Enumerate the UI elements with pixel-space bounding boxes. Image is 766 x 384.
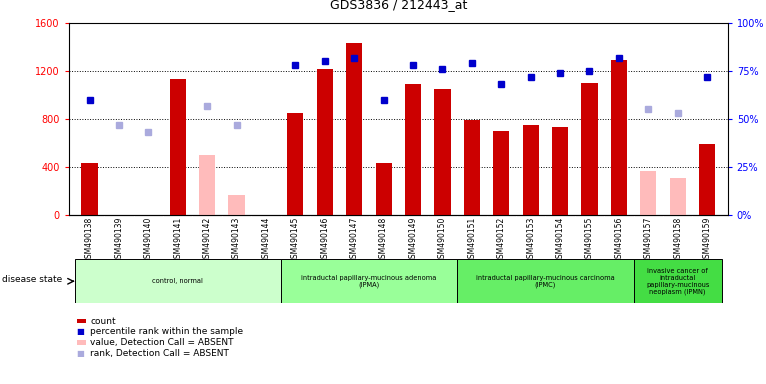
Text: count: count	[90, 316, 116, 326]
Text: intraductal papillary-mucinous carcinoma
(IPMC): intraductal papillary-mucinous carcinoma…	[476, 275, 615, 288]
Text: GSM490150: GSM490150	[438, 216, 447, 263]
Text: intraductal papillary-mucinous adenoma
(IPMA): intraductal papillary-mucinous adenoma (…	[301, 275, 437, 288]
Bar	[405, 84, 421, 215]
Bar	[346, 43, 362, 215]
Text: GSM490154: GSM490154	[555, 216, 565, 263]
Text: GSM490141: GSM490141	[173, 216, 182, 263]
Text: GSM490138: GSM490138	[85, 216, 94, 263]
Bar	[522, 125, 538, 215]
Text: GDS3836 / 212443_at: GDS3836 / 212443_at	[329, 0, 467, 12]
Bar	[581, 83, 597, 215]
Text: GSM490157: GSM490157	[643, 216, 653, 263]
Text: ■: ■	[77, 349, 84, 358]
Text: GSM490140: GSM490140	[144, 216, 153, 263]
Text: invasive cancer of
intraductal
papillary-mucinous
neoplasm (IPMN): invasive cancer of intraductal papillary…	[646, 268, 709, 295]
Text: GSM490149: GSM490149	[408, 216, 417, 263]
Text: GSM490156: GSM490156	[614, 216, 624, 263]
Text: rank, Detection Call = ABSENT: rank, Detection Call = ABSENT	[90, 349, 229, 358]
Bar	[199, 155, 215, 215]
Text: GSM490155: GSM490155	[585, 216, 594, 263]
Text: GSM490151: GSM490151	[467, 216, 476, 263]
Bar	[228, 195, 244, 215]
Bar	[81, 164, 97, 215]
Text: percentile rank within the sample: percentile rank within the sample	[90, 327, 244, 336]
Bar	[633, 259, 722, 303]
Text: GSM490148: GSM490148	[379, 216, 388, 263]
Bar	[457, 259, 633, 303]
Bar	[463, 120, 480, 215]
Text: GSM490159: GSM490159	[702, 216, 712, 263]
Text: disease state: disease state	[2, 275, 63, 283]
Text: value, Detection Call = ABSENT: value, Detection Call = ABSENT	[90, 338, 234, 347]
Bar	[316, 69, 333, 215]
Bar	[375, 164, 391, 215]
Bar	[434, 89, 450, 215]
Bar	[169, 79, 186, 215]
Bar	[75, 259, 280, 303]
Bar	[699, 144, 715, 215]
Text: ■: ■	[77, 327, 84, 336]
Text: GSM490144: GSM490144	[261, 216, 270, 263]
Bar	[611, 60, 627, 215]
Text: control, normal: control, normal	[152, 278, 203, 284]
Bar	[640, 170, 656, 215]
Text: GSM490139: GSM490139	[114, 216, 123, 263]
Bar	[493, 131, 509, 215]
Text: GSM490145: GSM490145	[291, 216, 300, 263]
Text: GSM490146: GSM490146	[320, 216, 329, 263]
Text: GSM490143: GSM490143	[232, 216, 241, 263]
Bar	[287, 113, 303, 215]
Text: GSM490142: GSM490142	[203, 216, 211, 263]
Text: GSM490158: GSM490158	[673, 216, 683, 263]
Text: GSM490153: GSM490153	[526, 216, 535, 263]
Bar	[552, 127, 568, 215]
Bar	[280, 259, 457, 303]
Text: GSM490147: GSM490147	[350, 216, 358, 263]
Text: GSM490152: GSM490152	[497, 216, 506, 263]
Bar	[669, 178, 686, 215]
